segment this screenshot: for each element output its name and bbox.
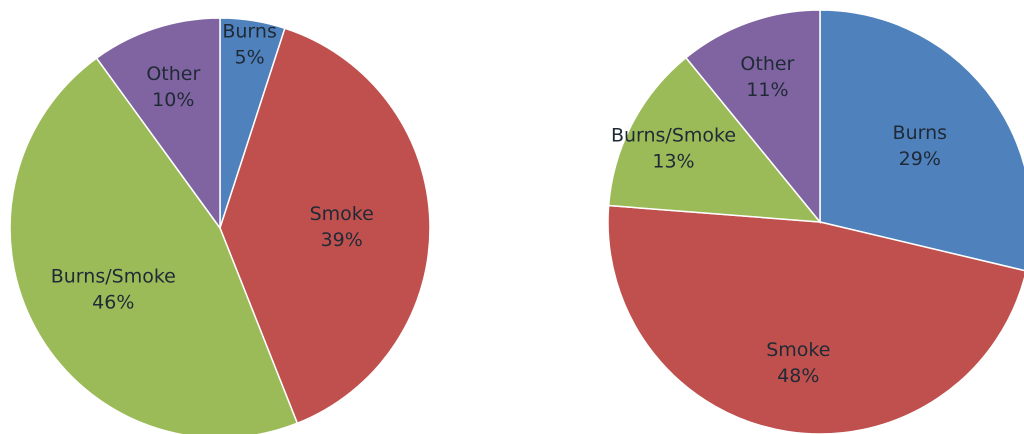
pie-slice-burns-smoke (607, 56, 822, 223)
pie-slice-smoke (607, 204, 1024, 434)
slice-percent-label: 29% (899, 148, 941, 170)
slice-category-label: Smoke (310, 203, 374, 225)
slice-label-other: Other 10% (146, 63, 200, 111)
slice-label-burns-smoke: Burns/Smoke 13% (611, 124, 736, 172)
pie-slice-other (95, 17, 221, 231)
pie-chart-left: Burns 5% Smoke 39% Burns/Smoke 46% Other 10% (9, 17, 431, 434)
pie-chart-right: Burns 29% Smoke 48% Burns/Smoke 13% Other 11% (607, 9, 1024, 434)
slice-label-smoke: Smoke 48% (766, 339, 830, 387)
slice-category-label: Burns (893, 122, 948, 144)
slice-category-label: Smoke (766, 339, 830, 361)
slice-category-label: Other (146, 63, 200, 85)
pie-slice-smoke (219, 27, 431, 425)
slice-label-burns-smoke: Burns/Smoke 46% (51, 266, 176, 314)
slice-percent-label: 46% (92, 292, 134, 314)
slice-label-burns: Burns 29% (893, 122, 948, 170)
slice-percent-label: 10% (152, 89, 194, 111)
slice-label-burns: Burns 5% (222, 20, 277, 68)
slice-percent-label: 39% (321, 229, 363, 251)
slice-percent-label: 11% (746, 79, 788, 101)
slice-percent-label: 13% (652, 150, 694, 172)
pie-slice-burns-smoke (9, 57, 299, 434)
slice-percent-label: 5% (235, 46, 265, 68)
slice-category-label: Burns (222, 20, 277, 42)
slice-category-label: Other (740, 53, 794, 75)
slice-percent-label: 48% (777, 365, 819, 387)
pie-slice-other (684, 9, 821, 225)
slice-category-label: Burns/Smoke (51, 266, 176, 288)
slice-label-smoke: Smoke 39% (310, 203, 374, 251)
slice-label-other: Other 11% (740, 53, 794, 101)
pie-slice-burns (819, 9, 1024, 272)
slice-category-label: Burns/Smoke (611, 124, 736, 146)
